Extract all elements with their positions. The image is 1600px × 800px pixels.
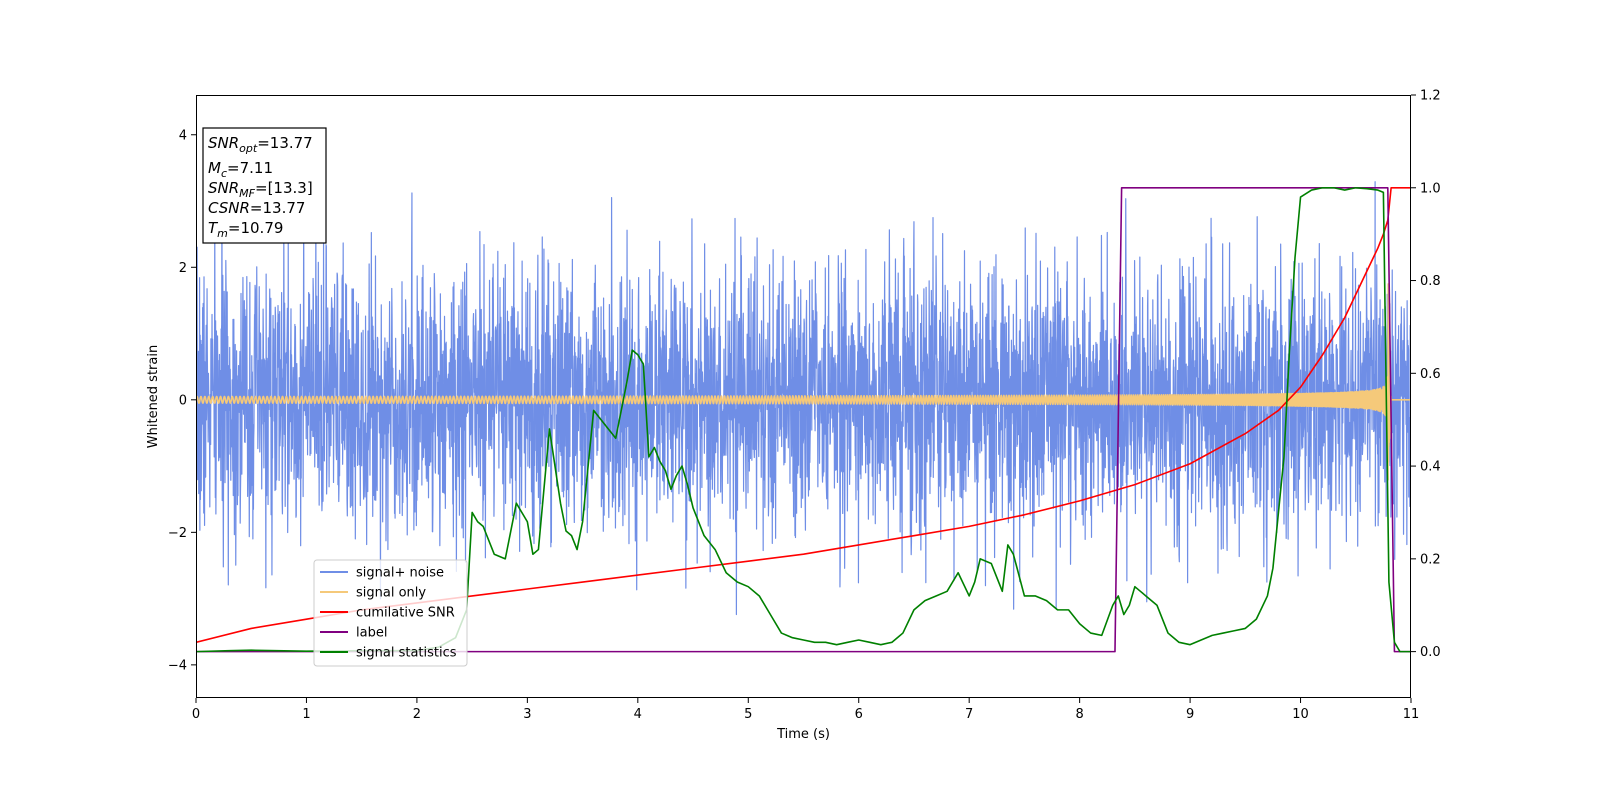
x-tick-label: 11: [1403, 707, 1420, 722]
legend-label-signal-only: signal only: [356, 586, 426, 601]
y2-tick-label: 0.6: [1420, 367, 1441, 382]
x-tick-label: 3: [523, 707, 531, 722]
x-tick-label: 4: [634, 707, 642, 722]
x-tick-label: 10: [1292, 707, 1309, 722]
x-axis-title: Time (s): [776, 727, 830, 742]
x-tick-label: 5: [744, 707, 752, 722]
x-tick-label: 9: [1186, 707, 1194, 722]
y-tick-label: 0: [179, 393, 187, 408]
y2-tick-label: 0.8: [1420, 274, 1441, 289]
series-line-signal-noise: [196, 181, 1411, 616]
y2-tick-label: 1.2: [1420, 89, 1441, 104]
y-axis-right: 0.0 0.2 0.4 0.6 0.8 1.0 1.2: [1411, 89, 1441, 660]
y2-tick-label: 0.0: [1420, 645, 1441, 660]
legend-frame: [313, 559, 468, 667]
y-axis-left: −4 −2 0 2 4: [168, 128, 196, 673]
x-tick-label: 6: [855, 707, 863, 722]
x-tick-label: 7: [965, 707, 973, 722]
series-line-signal-only: [196, 283, 1411, 481]
info-line: SNRMF=[13.3]: [208, 179, 313, 200]
y-tick-label: 4: [179, 128, 187, 143]
legend-label-label: label: [356, 626, 387, 641]
x-tick-label: 0: [192, 707, 200, 722]
legend-label-signal-noise: signal+ noise: [356, 566, 444, 581]
series-line-label: [196, 186, 1411, 653]
legend: signal+ noise signal only cumilative SNR la…: [313, 559, 468, 667]
y-tick-label: −4: [168, 658, 187, 673]
info-line: SNRopt=13.77: [208, 134, 313, 155]
x-tick-label: 2: [413, 707, 421, 722]
info-line: Tm=10.79: [208, 219, 283, 240]
info-line: CSNR=13.77: [208, 199, 305, 217]
plot-frame: [196, 95, 1411, 698]
y2-tick-label: 1.0: [1420, 181, 1441, 196]
y-tick-label: 2: [179, 261, 187, 276]
x-tick-label: 8: [1075, 707, 1083, 722]
y-tick-label: −2: [168, 526, 187, 541]
info-line: Mc=7.11: [208, 159, 273, 180]
x-tick-label: 1: [302, 707, 310, 722]
legend-label-signal-statistics: signal statistics: [356, 646, 457, 661]
series-line-signal-statistics: [196, 186, 1411, 653]
y2-tick-label: 0.2: [1420, 552, 1441, 567]
y2-tick-label: 0.4: [1420, 460, 1441, 475]
y-axis-title: Whitened strain: [146, 345, 161, 448]
x-axis: 0 1 2 3 4 5 6 7 8 9 10 11: [192, 698, 1419, 722]
info-box: SNRopt=13.77 Mc=7.11SNRMF=[13.3]CSNR=13.7…: [202, 127, 327, 244]
info-box-frame: [202, 127, 327, 244]
legend-label-cumilative-snr: cumilative SNR: [356, 606, 455, 621]
